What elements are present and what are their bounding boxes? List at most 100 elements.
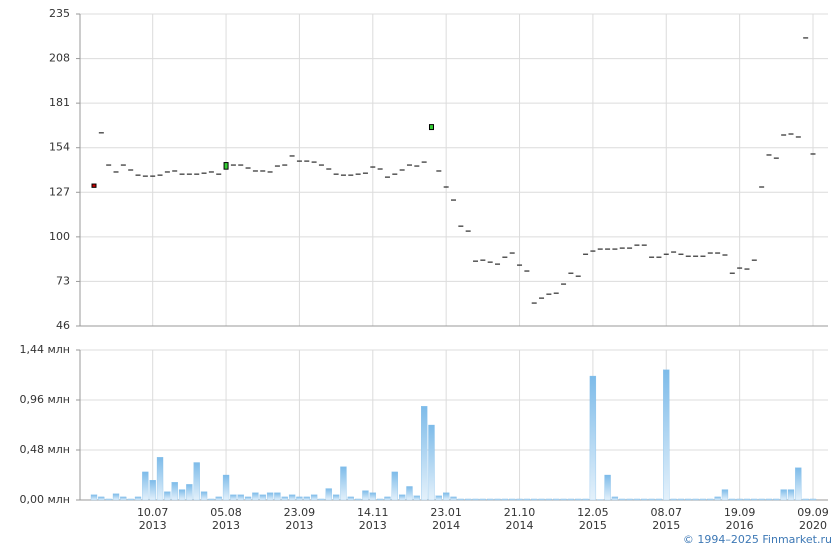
bar: [398, 494, 406, 501]
bar: [582, 498, 589, 501]
candle: [781, 134, 787, 136]
x-tick-label: 23.09 2013: [283, 506, 316, 532]
candle: [641, 244, 647, 246]
bar: [230, 494, 237, 501]
bar: [765, 498, 773, 501]
candle: [502, 256, 508, 258]
candle: [487, 261, 493, 263]
candle: [788, 133, 794, 135]
candle: [465, 230, 471, 232]
candle: [436, 170, 442, 172]
bar: [362, 490, 369, 501]
candle: [509, 252, 515, 254]
bar: [200, 491, 208, 501]
candle: [810, 153, 816, 155]
bar: [743, 498, 751, 501]
candle: [715, 252, 721, 254]
x-tick-label: 23.01 2014: [430, 506, 462, 532]
candle: [597, 248, 603, 250]
candle: [282, 164, 288, 166]
bar: [641, 498, 648, 501]
candle: [428, 124, 434, 131]
bar: [655, 498, 663, 501]
candle: [113, 171, 119, 173]
candle: [172, 170, 178, 172]
candle: [252, 170, 258, 172]
candle: [656, 256, 662, 258]
bar: [310, 494, 318, 501]
candle: [91, 183, 97, 188]
candle: [377, 168, 383, 170]
bar: [222, 474, 230, 501]
bar: [553, 498, 560, 501]
bar: [538, 498, 545, 501]
bar: [633, 498, 641, 501]
candle: [333, 173, 339, 175]
bar: [509, 498, 516, 501]
bar: [773, 498, 780, 501]
candle: [553, 292, 559, 294]
bar: [428, 424, 435, 501]
candle: [663, 253, 669, 255]
candle: [216, 173, 222, 175]
bar: [384, 496, 391, 501]
bar: [699, 498, 707, 501]
candle: [128, 169, 134, 171]
candle: [406, 164, 412, 166]
bar: [487, 498, 494, 501]
candle: [421, 161, 427, 163]
candle: [546, 293, 552, 295]
bar: [516, 498, 523, 501]
candle: [759, 186, 765, 188]
candle: [737, 267, 743, 269]
candle: [304, 160, 310, 162]
bar: [406, 486, 413, 501]
candle: [649, 256, 655, 258]
bar: [98, 496, 105, 501]
bar: [142, 471, 149, 501]
y-tick-label: 73: [56, 274, 70, 287]
candle: [362, 172, 368, 174]
bar: [626, 498, 633, 501]
bar: [685, 498, 692, 501]
candle: [451, 199, 456, 201]
bar: [531, 498, 538, 501]
candle: [223, 162, 229, 170]
bar: [809, 498, 817, 501]
x-tick-label: 12.05 2015: [577, 506, 609, 532]
x-tick-label: 19.09 2016: [723, 506, 756, 532]
candle: [164, 171, 170, 173]
y-tick-label: 0,48 млн: [19, 443, 70, 456]
bar: [721, 489, 729, 501]
candle: [186, 173, 192, 175]
candle: [384, 176, 390, 178]
candle: [773, 157, 779, 159]
bar: [274, 492, 281, 501]
bar: [575, 498, 582, 501]
candle: [392, 173, 398, 175]
bar: [281, 496, 288, 501]
candle: [605, 248, 611, 250]
bar: [127, 498, 134, 501]
bar: [479, 498, 486, 501]
candle: [480, 259, 486, 261]
bar: [112, 493, 120, 501]
bar: [244, 496, 252, 501]
bar: [215, 496, 222, 501]
candle: [274, 165, 280, 167]
candle: [568, 272, 574, 274]
candle: [157, 174, 163, 176]
candle: [700, 255, 706, 257]
candle: [803, 37, 809, 39]
bar: [523, 498, 531, 501]
candle: [722, 254, 728, 256]
bar: [149, 480, 156, 501]
candle: [414, 165, 420, 167]
bar: [252, 492, 259, 501]
candle: [230, 164, 236, 166]
bar: [494, 498, 501, 501]
bar: [237, 494, 244, 501]
candle: [539, 297, 545, 299]
candle: [583, 253, 589, 255]
candle: [531, 302, 537, 304]
